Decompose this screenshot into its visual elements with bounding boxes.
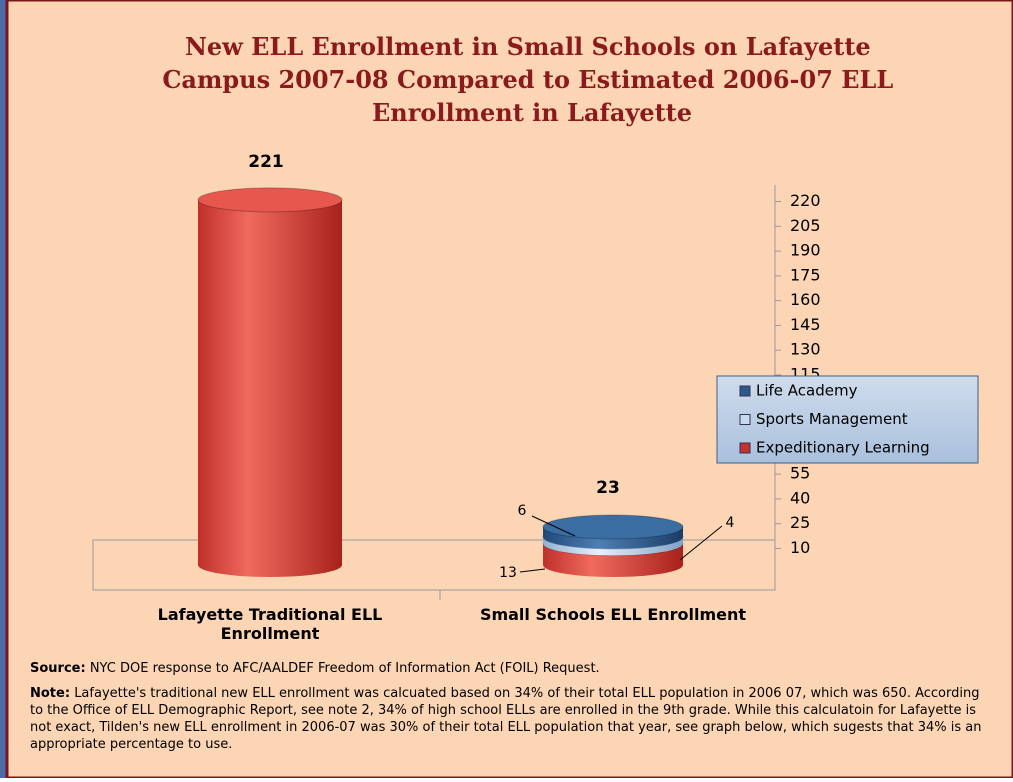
legend-swatch — [739, 385, 751, 397]
x-category: Lafayette Traditional ELL Enrollment — [157, 605, 383, 643]
chart-title: New ELL Enrollment in Small Schools on L… — [162, 32, 901, 127]
note: Note: Lafayette's traditional new ELL en… — [30, 686, 982, 752]
legend-box — [716, 375, 979, 464]
cylinder-segment — [542, 514, 684, 549]
cylinder-top — [542, 514, 684, 540]
leader-line — [519, 568, 546, 573]
data-label: 4 — [726, 515, 735, 531]
y-tick-label: 175 — [790, 265, 821, 284]
leader-line — [679, 525, 723, 561]
y-tick-label: 10 — [790, 538, 810, 557]
cylinder-body — [198, 199, 342, 565]
y-tick-label: 40 — [790, 488, 810, 507]
x-category: Small Schools ELL Enrollment — [479, 605, 747, 624]
data-label: 13 — [499, 565, 517, 581]
legend-swatch — [739, 414, 751, 425]
x-tick-label: Lafayette Traditional ELL Enrollment — [157, 605, 383, 643]
data-label: 6 — [518, 503, 527, 519]
legend-label: Expeditionary Learning — [756, 439, 930, 457]
cylinder-segment — [197, 187, 343, 577]
y-tick-label: 205 — [790, 216, 821, 235]
y-tick-label: 25 — [790, 513, 810, 532]
total-label: 221 — [248, 152, 284, 172]
leader-line — [531, 515, 576, 537]
notes: Source: NYC DOE response to AFC/AALDEF F… — [30, 660, 990, 761]
legend-swatch — [739, 442, 751, 454]
legend-label: Sports Management — [756, 410, 908, 428]
source: Source: NYC DOE response to AFC/AALDEF F… — [30, 661, 600, 676]
y-tick-label: 145 — [790, 315, 821, 334]
total-label: 23 — [596, 478, 620, 498]
y-tick-label: 55 — [790, 464, 810, 483]
y-tick-label: 220 — [790, 191, 821, 210]
y-tick-label: 190 — [790, 241, 821, 260]
cylinder-top — [197, 187, 343, 213]
x-tick-label: Small Schools ELL Enrollment — [479, 605, 747, 624]
legend-label: Life Academy — [756, 382, 858, 400]
y-tick-label: 130 — [790, 340, 821, 359]
y-tick-label: 160 — [790, 290, 821, 309]
